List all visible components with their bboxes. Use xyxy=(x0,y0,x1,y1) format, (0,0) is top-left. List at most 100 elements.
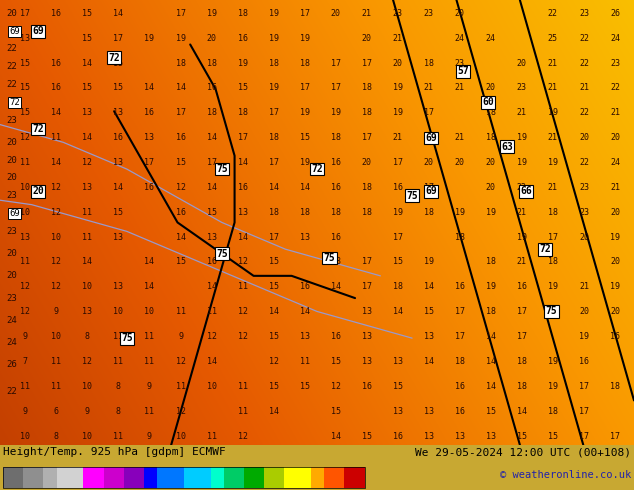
Text: 11: 11 xyxy=(51,133,61,142)
Text: 15: 15 xyxy=(20,83,30,93)
Text: 72: 72 xyxy=(540,244,551,254)
Text: 17: 17 xyxy=(145,158,155,167)
Text: 72: 72 xyxy=(108,53,120,63)
Text: 14: 14 xyxy=(517,407,527,416)
Text: 17: 17 xyxy=(113,34,124,43)
Text: 16: 16 xyxy=(331,332,340,341)
Bar xyxy=(43,466,56,488)
Text: 14: 14 xyxy=(486,382,496,391)
Text: 18: 18 xyxy=(362,108,372,117)
Text: 17: 17 xyxy=(610,432,620,441)
Text: 66: 66 xyxy=(521,186,532,196)
Text: 15: 15 xyxy=(20,59,30,68)
Text: 18: 18 xyxy=(486,307,496,316)
Text: 17: 17 xyxy=(176,108,186,117)
Text: 22: 22 xyxy=(579,108,589,117)
Bar xyxy=(144,466,157,488)
Text: 21: 21 xyxy=(517,208,527,217)
Text: 18: 18 xyxy=(455,233,465,242)
Text: 18: 18 xyxy=(548,257,558,267)
Text: 17: 17 xyxy=(362,59,372,68)
Text: 18: 18 xyxy=(331,208,340,217)
Text: 75: 75 xyxy=(216,164,228,174)
Text: 20: 20 xyxy=(610,133,620,142)
Text: 8: 8 xyxy=(116,407,121,416)
Text: 14: 14 xyxy=(207,282,217,292)
Text: 19: 19 xyxy=(392,208,403,217)
Text: 16: 16 xyxy=(113,133,124,142)
Text: 19: 19 xyxy=(176,34,186,43)
Text: 16: 16 xyxy=(176,208,186,217)
Text: 12: 12 xyxy=(51,208,61,217)
Text: 26: 26 xyxy=(6,360,17,369)
Text: 18: 18 xyxy=(269,59,278,68)
Bar xyxy=(244,466,264,488)
Text: 15: 15 xyxy=(176,158,186,167)
Text: 13: 13 xyxy=(113,108,124,117)
Text: 6: 6 xyxy=(54,407,59,416)
Text: We 29-05-2024 12:00 UTC (00+108): We 29-05-2024 12:00 UTC (00+108) xyxy=(415,447,631,457)
Text: 75: 75 xyxy=(324,253,335,263)
Text: 12: 12 xyxy=(82,158,93,167)
Text: 20: 20 xyxy=(486,183,496,192)
Text: 16: 16 xyxy=(145,108,155,117)
Text: 14: 14 xyxy=(300,183,309,192)
Text: 8: 8 xyxy=(116,382,121,391)
Text: 20: 20 xyxy=(6,271,17,280)
Text: 24: 24 xyxy=(6,316,17,325)
Text: 23: 23 xyxy=(455,59,465,68)
Text: 12: 12 xyxy=(238,432,248,441)
Text: 13: 13 xyxy=(238,208,248,217)
Text: 19: 19 xyxy=(424,257,434,267)
Text: 12: 12 xyxy=(207,332,217,341)
Text: 15: 15 xyxy=(113,59,124,68)
Text: 17: 17 xyxy=(300,9,309,18)
Text: 24: 24 xyxy=(6,338,17,347)
Text: 23: 23 xyxy=(517,83,527,93)
Text: 20: 20 xyxy=(6,249,17,258)
Text: 12: 12 xyxy=(176,183,186,192)
Text: 21: 21 xyxy=(362,9,372,18)
Text: 22: 22 xyxy=(610,83,620,93)
Text: 19: 19 xyxy=(548,158,558,167)
Text: 14: 14 xyxy=(82,257,93,267)
Text: 17: 17 xyxy=(269,108,278,117)
Text: 18: 18 xyxy=(300,59,309,68)
Text: 14: 14 xyxy=(331,282,340,292)
Text: 10: 10 xyxy=(82,382,93,391)
Text: 14: 14 xyxy=(238,158,248,167)
Text: 14: 14 xyxy=(269,307,278,316)
Text: 12: 12 xyxy=(51,257,61,267)
Text: 16: 16 xyxy=(455,382,465,391)
Text: 10: 10 xyxy=(145,307,155,316)
Text: 19: 19 xyxy=(455,208,465,217)
Bar xyxy=(3,466,365,488)
Text: 20: 20 xyxy=(6,138,17,147)
Text: 14: 14 xyxy=(145,257,155,267)
Text: 11: 11 xyxy=(20,257,30,267)
Text: 15: 15 xyxy=(269,382,278,391)
Text: 15: 15 xyxy=(82,83,93,93)
Text: 69: 69 xyxy=(32,26,44,36)
Text: 19: 19 xyxy=(486,282,496,292)
Text: 14: 14 xyxy=(82,59,93,68)
Text: 17: 17 xyxy=(300,83,309,93)
Text: 20: 20 xyxy=(517,59,527,68)
Text: 12: 12 xyxy=(238,332,248,341)
Text: 9: 9 xyxy=(23,407,28,416)
Text: 9: 9 xyxy=(54,307,59,316)
Text: 15: 15 xyxy=(486,407,496,416)
Text: 23: 23 xyxy=(392,9,403,18)
Text: 72: 72 xyxy=(10,98,20,107)
Bar xyxy=(56,466,84,488)
Text: 57: 57 xyxy=(457,66,469,76)
Text: 22: 22 xyxy=(517,183,527,192)
Text: 15: 15 xyxy=(300,382,309,391)
Text: 18: 18 xyxy=(424,59,434,68)
Text: 17: 17 xyxy=(362,282,372,292)
Text: 21: 21 xyxy=(548,133,558,142)
Text: 17: 17 xyxy=(362,133,372,142)
Text: 18: 18 xyxy=(486,257,496,267)
Text: 10: 10 xyxy=(82,282,93,292)
Text: 18: 18 xyxy=(362,83,372,93)
